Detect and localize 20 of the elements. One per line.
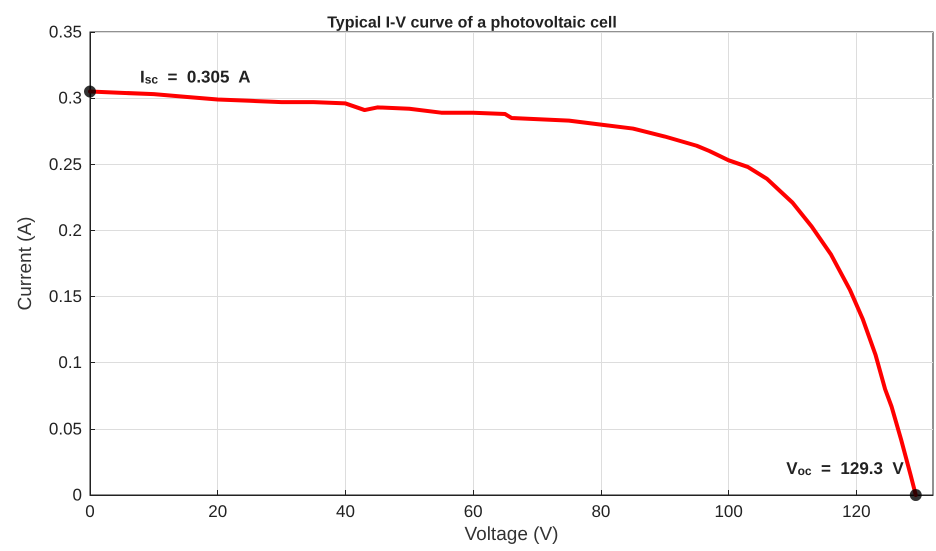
y-tick-label: 0.3 [58, 88, 82, 108]
y-tick-label: 0.15 [48, 287, 82, 306]
annotation: Voc = 129.3 V [786, 459, 904, 478]
y-tick-label: 0.25 [48, 154, 82, 174]
y-tick-label: 0.05 [48, 419, 82, 438]
chart-title: Typical I-V curve of a photovoltaic cell [327, 14, 617, 32]
annotation: Isc = 0.305 A [140, 68, 251, 87]
x-tick-label: 100 [714, 502, 743, 521]
y-axis-title: Current (A) [15, 216, 36, 310]
y-tick-label: 0.35 [48, 22, 82, 42]
x-tick-label: 60 [464, 502, 483, 521]
y-tick-label: 0.2 [58, 220, 82, 240]
x-tick-label: 80 [591, 502, 610, 521]
x-tick-label: 20 [208, 502, 228, 521]
x-tick-label: 120 [842, 502, 871, 521]
y-tick-label: 0.1 [58, 353, 82, 372]
y-tick-label: 0 [72, 486, 82, 504]
x-tick-label: 40 [336, 502, 355, 521]
x-tick-label: 0 [85, 502, 95, 521]
x-axis-title: Voltage (V) [464, 524, 558, 545]
